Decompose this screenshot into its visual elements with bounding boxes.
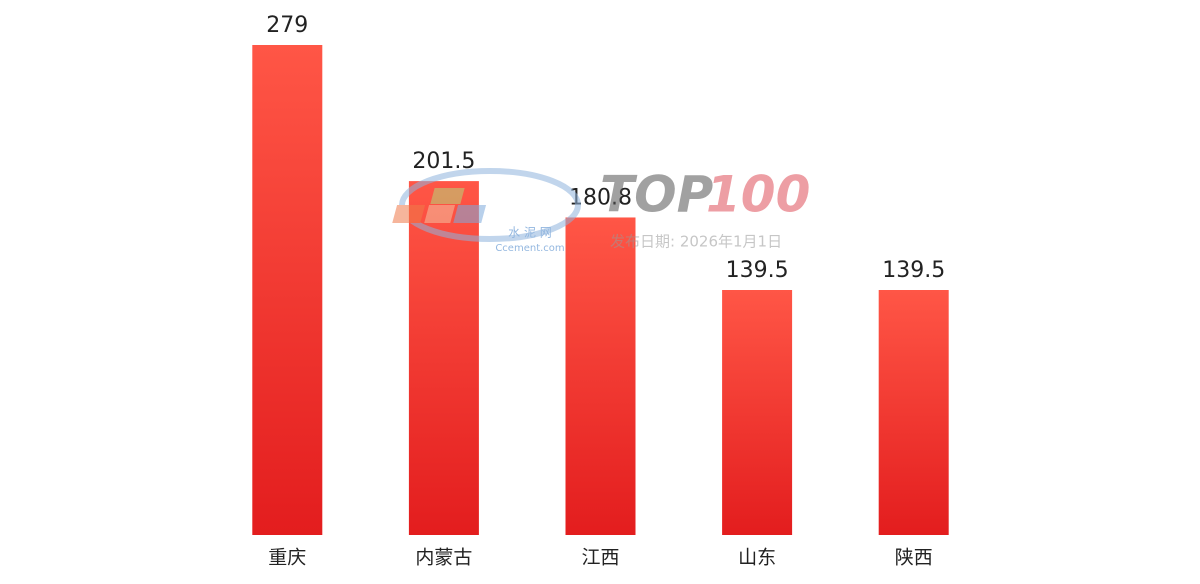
x-tick-label: 江西	[581, 547, 619, 569]
x-tick-label: 山东	[738, 547, 776, 569]
watermark-100: 100	[706, 166, 810, 224]
bar	[722, 290, 793, 535]
watermark: 水 泥 网 Ccement.com TOP 100 发布日期: 2026年1月1…	[392, 166, 810, 254]
publish-date: 发布日期: 2026年1月1日	[610, 233, 782, 251]
value-label: 279	[266, 13, 308, 38]
value-label: 139.5	[726, 258, 789, 283]
x-tick-label: 陕西	[895, 547, 933, 569]
bar	[565, 217, 636, 535]
logo-text: 水 泥 网	[508, 226, 552, 240]
bar	[878, 290, 949, 535]
logo-tile	[424, 205, 456, 223]
x-tick-label: 重庆	[268, 547, 306, 569]
logo-tile	[430, 188, 465, 204]
x-tick-label: 内蒙古	[415, 547, 472, 569]
logo-tile	[453, 205, 487, 223]
bars	[252, 45, 949, 535]
logo-site: Ccement.com	[495, 243, 564, 254]
value-label: 139.5	[882, 258, 945, 283]
logo-tile	[392, 205, 426, 223]
watermark-top: TOP	[600, 166, 713, 224]
bar	[252, 45, 323, 535]
